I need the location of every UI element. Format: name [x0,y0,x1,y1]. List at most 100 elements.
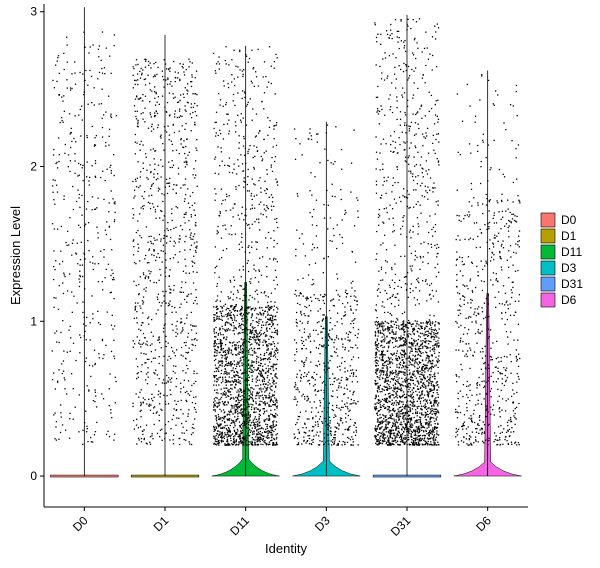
point [272,196,274,199]
point [247,416,249,419]
point [244,92,246,95]
point [164,437,166,440]
point [186,390,188,393]
point [165,302,167,304]
point [54,179,56,182]
point [60,331,62,334]
point [230,364,232,366]
point [54,412,56,414]
point [311,430,313,432]
point [324,441,327,443]
point [324,420,327,422]
point [226,438,229,440]
point [421,373,423,376]
point [233,442,235,444]
point [89,261,91,263]
point [231,380,233,382]
point [101,72,104,74]
point [86,136,88,139]
point [135,115,137,118]
point [423,375,425,378]
point [84,46,86,48]
point [217,231,219,233]
point [86,161,88,163]
point [299,320,301,322]
point [103,198,105,201]
point [315,199,318,201]
point [325,132,328,134]
point [174,80,176,83]
point [88,389,90,391]
point [229,297,232,299]
point [325,371,327,374]
point [262,314,264,316]
point [399,352,402,354]
point [261,432,264,434]
point [396,357,399,360]
point [271,209,273,211]
point [78,285,81,288]
point [219,212,221,214]
point [185,281,187,284]
point [218,424,220,426]
point [254,330,256,332]
point [247,374,250,376]
point [217,308,219,310]
point [136,177,139,179]
point [375,258,377,261]
point [174,110,176,112]
point [322,299,325,302]
point [94,175,96,177]
point [217,93,220,95]
point [344,347,346,349]
point [336,278,339,280]
point [259,440,261,443]
point [185,341,187,344]
point [383,180,385,183]
point [258,379,261,381]
point [268,338,270,340]
point [243,135,245,138]
point [217,405,219,407]
point [77,175,79,177]
point [270,205,273,207]
point [268,397,270,399]
point [214,375,216,377]
point [264,310,266,313]
point [275,424,277,427]
point [225,101,228,104]
point [275,421,278,423]
point [220,417,222,419]
point [254,290,256,293]
point [265,75,267,78]
point [132,180,134,183]
point [70,127,72,130]
point [253,339,255,341]
point [172,93,174,95]
point [248,428,251,431]
point [235,408,237,410]
point [237,412,239,415]
point [276,402,278,404]
point [241,70,244,72]
point [259,341,261,343]
point [219,408,221,411]
point [398,436,401,439]
point [406,141,408,143]
point [277,349,279,351]
point [296,322,298,324]
point [192,432,194,434]
point [225,357,228,360]
point [427,186,429,188]
point [66,351,68,353]
point [223,416,226,418]
point [313,208,315,211]
point [180,225,182,227]
point [271,316,274,318]
point [353,373,355,375]
point [91,209,93,211]
point [194,121,196,124]
point [378,326,381,328]
point [409,400,411,403]
point [87,103,89,105]
